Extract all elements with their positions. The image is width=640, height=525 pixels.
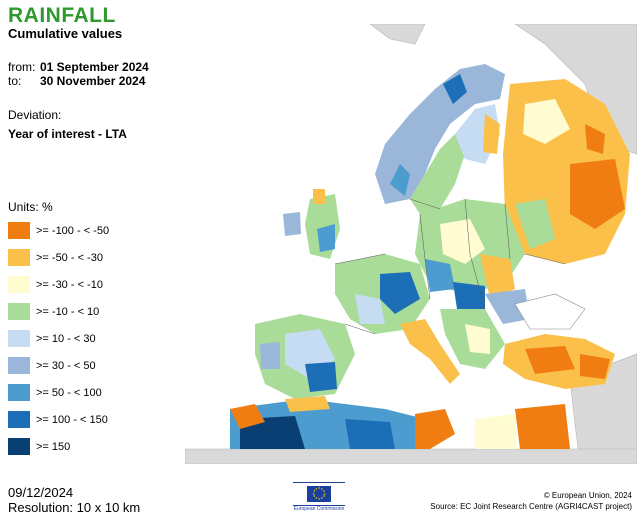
from-date: 01 September 2024 [40,60,149,74]
flag-star: ★ [315,486,318,491]
western-europe [283,189,430,334]
rainfall-deviation-map [185,24,637,464]
iberia [255,314,355,399]
black-sea [514,293,586,330]
source: Source: EC Joint Research Centre (AGRI4C… [430,502,632,511]
deviation-label: Deviation: [8,108,62,122]
legend-label: >= -50 - < -30 [36,251,103,264]
footer-info: 09/12/2024 Resolution: 10 x 10 km [8,485,140,515]
flag-star: ★ [312,491,315,496]
logo-caption: European Commission [293,506,345,512]
legend-item: >= -10 - < 10 [8,298,158,325]
north-africa [230,396,570,449]
flag-star: ★ [315,496,318,501]
flag-star: ★ [320,486,324,491]
legend: Units: % >= -100 - < -50 >= -50 - < -30 … [8,200,158,460]
turkey [503,334,615,389]
map-subtitle: Cumulative values [8,26,123,41]
flag-star: ★ [322,488,326,493]
legend-swatch [8,222,30,239]
flag-star: ★ [317,497,321,501]
legend-item: >= 150 [8,433,158,460]
resolution: Resolution: 10 x 10 km [8,500,141,515]
flag-star: ★ [313,494,316,499]
italy-balkans [400,289,530,384]
legend-item: >= 50 - < 100 [8,379,158,406]
legend-swatch [8,249,30,266]
copyright: © European Union, 2024 [543,491,632,500]
legend-swatch [8,330,30,347]
european-commission-logo: ★ ★ ★ ★ ★ ★ ★ ★ ★ ★ ★ ★ European Commission [287,480,351,520]
legend-swatch [8,384,30,401]
legend-swatch [8,411,30,428]
logo-building-outline [293,482,345,506]
to-date: 30 November 2024 [40,74,146,88]
legend-label: >= 30 - < 50 [36,359,96,372]
legend-swatch [8,357,30,374]
from-label: from: [8,60,36,74]
legend-item: >= 100 - < 150 [8,406,158,433]
deviation-value: Year of interest - LTA [8,127,127,141]
legend-item: >= 10 - < 30 [8,325,158,352]
legend-label: >= -30 - < -10 [36,278,103,291]
legend-label: >= -100 - < -50 [36,224,110,237]
country-borders [334,198,566,335]
legend-swatch [8,303,30,320]
legend-units: Units: % [8,200,53,214]
legend-item: >= -30 - < -10 [8,271,158,298]
legend-swatch [8,276,30,293]
flag-star: ★ [320,496,324,501]
legend-label: >= 10 - < 30 [36,332,96,345]
legend-label: >= 150 [36,440,71,453]
legend-item: >= 30 - < 50 [8,352,158,379]
issue-date: 09/12/2024 [8,485,74,500]
legend-label: >= 100 - < 150 [36,413,108,426]
legend-label: >= 50 - < 100 [36,386,102,399]
flag-star: ★ [323,491,326,496]
map-canvas [185,24,637,464]
legend-label: >= -10 - < 10 [36,305,100,318]
eu-flag-icon: ★ ★ ★ ★ ★ ★ ★ ★ ★ ★ ★ ★ [307,486,331,502]
scandinavia [375,64,505,214]
legend-item: >= -100 - < -50 [8,217,158,244]
central-europe [415,199,525,309]
flag-star: ★ [317,486,321,490]
flag-star: ★ [322,494,326,499]
credits: © European Union, 2024 Source: EC Joint … [430,490,632,512]
map-title: RAINFALL [8,4,116,27]
to-label: to: [8,74,22,88]
flag-star: ★ [313,488,316,493]
period-info: from: 01 September 2024 to: 30 November … [8,60,149,88]
legend-item: >= -50 - < -30 [8,244,158,271]
legend-swatch [8,438,30,455]
eastern-europe [503,79,630,264]
